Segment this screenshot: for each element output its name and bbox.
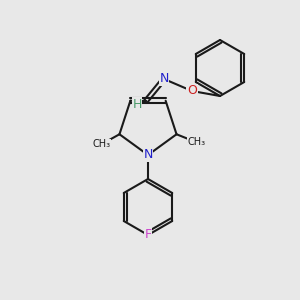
Text: N: N [159,73,169,85]
Text: F: F [144,229,152,242]
Text: N: N [143,148,153,161]
Text: CH₃: CH₃ [92,139,110,149]
Text: O: O [187,85,197,98]
Text: CH₃: CH₃ [188,137,206,147]
Text: H: H [132,98,142,110]
